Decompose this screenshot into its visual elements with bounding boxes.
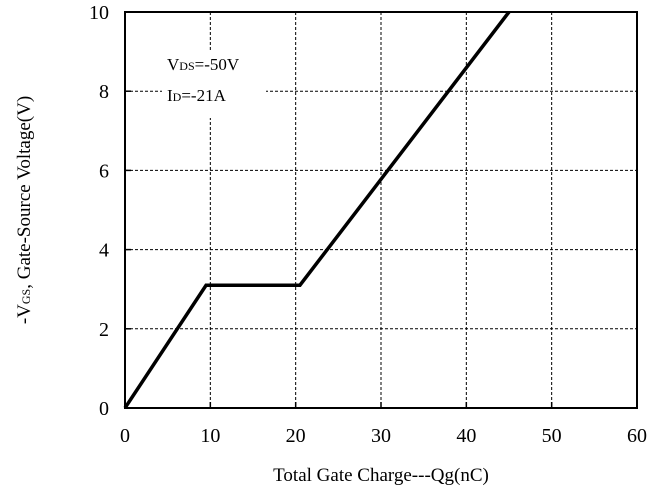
annotation-box: VDS=-50V ID=-21A [162, 50, 266, 118]
x-tick-label: 30 [371, 425, 391, 447]
y-tick-label: 8 [99, 81, 109, 103]
annotation-background [162, 50, 266, 118]
y-tick-label: 6 [99, 160, 109, 182]
x-tick-label: 20 [286, 425, 306, 447]
y-tick-label: 4 [99, 240, 109, 262]
x-tick-label: 40 [456, 425, 476, 447]
y-tick-label: 2 [99, 319, 109, 341]
x-tick-label: 0 [120, 425, 130, 447]
annotation-vds: VDS=-50V [167, 55, 240, 74]
y-axis-label: -VGS, Gate-Source Voltage(V) [14, 96, 35, 324]
x-tick-label: 10 [200, 425, 220, 447]
x-tick-label: 50 [542, 425, 562, 447]
series-line [123, 10, 511, 409]
annotation-id: ID=-21A [167, 86, 227, 105]
x-axis-label: Total Gate Charge---Qg(nC) [273, 465, 489, 486]
x-tick-labels: 0 10 20 30 40 50 60 [120, 425, 647, 447]
x-tick-label: 60 [627, 425, 647, 447]
y-tick-label: 0 [99, 398, 109, 420]
y-tick-label: 10 [89, 2, 109, 24]
grid [125, 12, 637, 408]
y-tick-labels: 0 2 4 6 8 10 [89, 2, 109, 420]
series-group [123, 10, 511, 409]
